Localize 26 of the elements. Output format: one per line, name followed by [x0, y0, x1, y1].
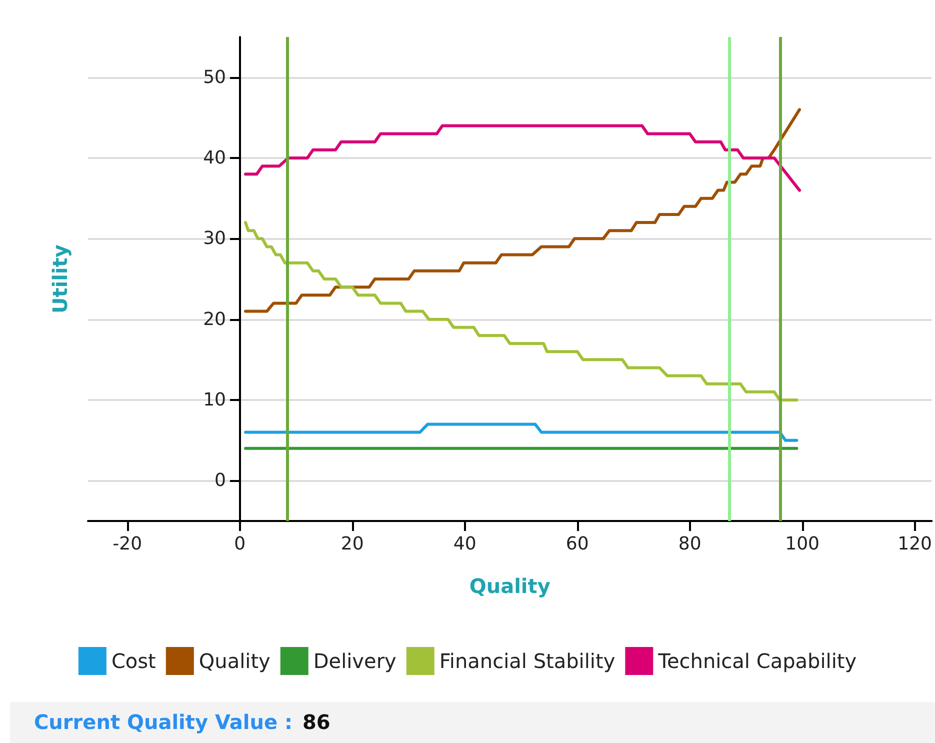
legend-label: Financial Stability	[439, 649, 616, 673]
legend-label: Delivery	[313, 649, 397, 673]
x-axis-title: Quality	[469, 574, 550, 598]
y-axis-title: Utility	[48, 244, 72, 314]
x-tick-label: 40	[453, 534, 476, 554]
x-tick-label: 120	[898, 534, 932, 554]
y-tick-label: 10	[203, 390, 226, 410]
line-series	[244, 108, 802, 313]
legend-label: Cost	[111, 649, 156, 673]
x-tick-label: 80	[678, 534, 702, 554]
y-tick-label: 20	[203, 308, 226, 330]
legend-label: Quality	[198, 649, 271, 673]
y-tick-label: 50	[203, 66, 226, 88]
y-tick-label: 30	[203, 228, 226, 250]
y-tick-label: 0	[214, 470, 226, 492]
x-tick-label: 100	[785, 534, 820, 554]
x-tick-label: -20	[112, 534, 142, 554]
legend-label: Technical Capability	[657, 649, 857, 673]
x-tick-label: 20	[340, 534, 364, 554]
line-series	[244, 221, 798, 402]
y-tick-label: 40	[203, 148, 226, 168]
text: Current Quality Value :	[34, 710, 292, 734]
line-series	[244, 124, 802, 192]
text: 86	[302, 710, 330, 734]
x-tick-label: 60	[566, 534, 589, 554]
x-tick-label: 0	[234, 534, 246, 554]
